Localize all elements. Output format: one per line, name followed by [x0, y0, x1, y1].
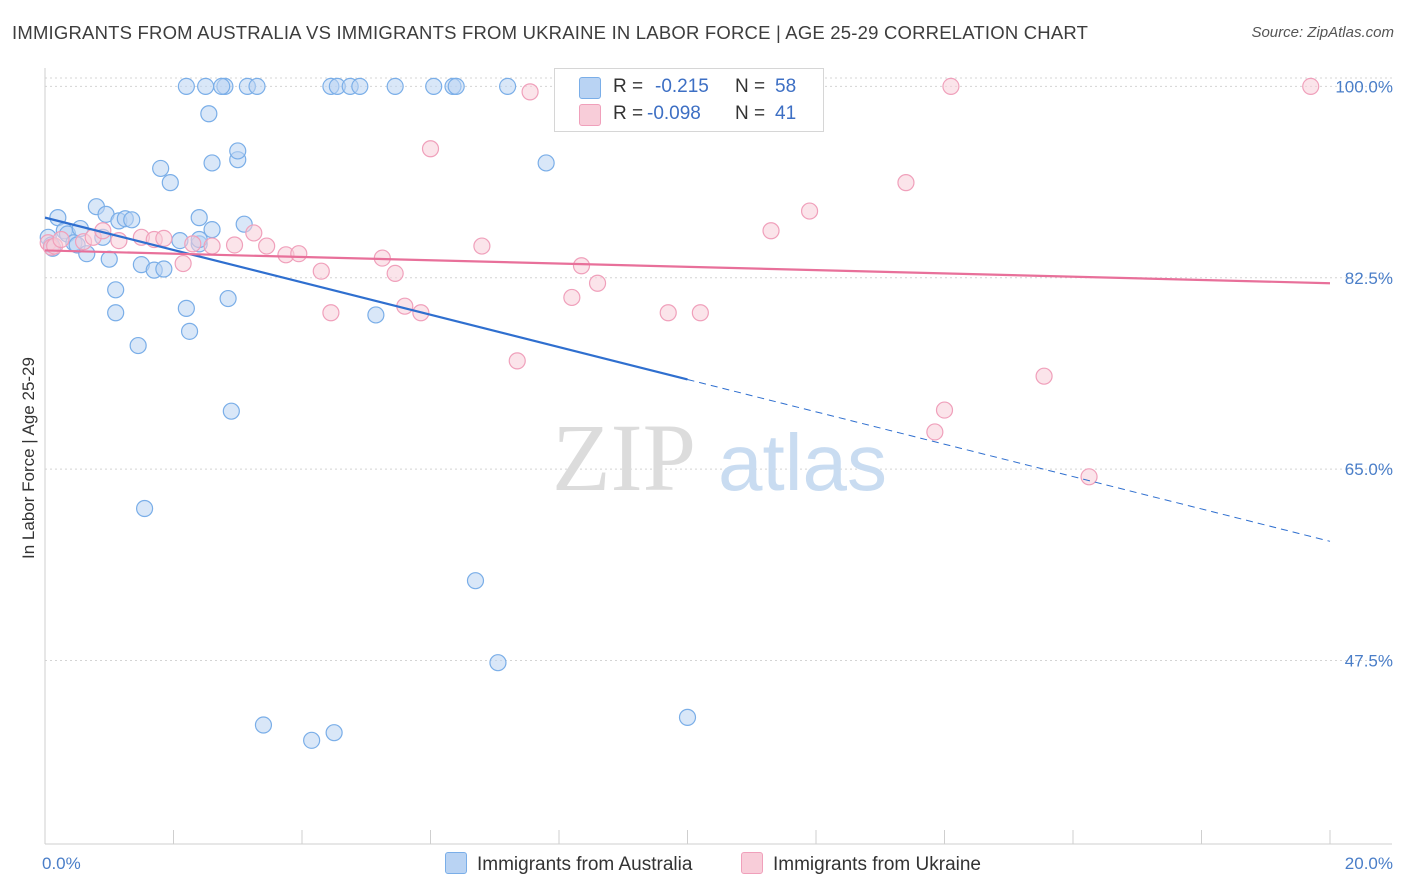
data-point-australia: [386, 77, 404, 96]
trend-line-australia-projection: [687, 378, 1331, 542]
data-point-australia: [229, 142, 247, 160]
data-point-australia: [254, 716, 273, 734]
data-point-ukraine: [258, 237, 276, 255]
data-point-ukraine: [926, 423, 944, 441]
data-point-ukraine: [800, 202, 819, 220]
chart-source: Source: ZipAtlas.com: [1251, 24, 1394, 41]
legend-n-value: 58: [775, 76, 797, 97]
y-tick-label: 82.5%: [1345, 269, 1393, 288]
y-tick-label: 47.5%: [1345, 652, 1393, 671]
data-point-ukraine: [1302, 77, 1320, 96]
watermark-zip: ZIP: [552, 404, 696, 511]
legend-r-label: R =: [613, 103, 644, 124]
data-point-australia: [425, 77, 443, 96]
data-point-ukraine: [184, 235, 202, 253]
series-label-australia: Immigrants from Australia: [477, 854, 693, 875]
watermark-atlas: atlas: [718, 418, 887, 507]
data-point-ukraine: [421, 140, 440, 158]
data-point-ukraine: [897, 174, 915, 192]
data-point-ukraine: [1035, 367, 1053, 385]
data-point-australia: [107, 281, 125, 299]
data-point-ukraine: [572, 257, 591, 275]
series-label-ukraine: Immigrants from Ukraine: [773, 854, 981, 875]
data-point-ukraine: [588, 274, 607, 292]
data-point-ukraine: [659, 304, 677, 322]
data-point-australia: [489, 654, 507, 672]
correlation-legend: R = -0.215 N = 58 R = -0.098 N = 41: [554, 68, 824, 132]
data-point-australia: [152, 159, 170, 178]
data-point-australia: [129, 336, 147, 355]
data-point-australia: [123, 211, 141, 229]
data-point-australia: [499, 77, 517, 96]
data-point-australia: [203, 221, 221, 239]
data-point-australia: [177, 77, 195, 96]
data-point-australia: [107, 304, 125, 322]
y-axis-label: In Labor Force | Age 25-29: [19, 357, 38, 559]
legend-r-value: -0.215: [655, 76, 709, 97]
data-point-australia: [303, 731, 321, 749]
series-legend-australia[interactable]: Immigrants from Australia: [445, 852, 692, 876]
series-swatch-australia: [445, 852, 467, 874]
data-point-australia: [447, 77, 465, 96]
legend-swatch-ukraine: [579, 104, 601, 126]
trend-line-ukraine: [44, 249, 1331, 285]
data-point-ukraine: [174, 254, 192, 273]
data-point-australia: [219, 289, 237, 308]
data-point-ukraine: [691, 304, 709, 322]
data-point-australia: [203, 154, 221, 172]
legend-r-label: R =: [613, 76, 644, 97]
data-point-australia: [222, 402, 240, 420]
data-point-australia: [367, 306, 385, 324]
legend-n-value: 41: [775, 103, 797, 124]
data-point-australia: [248, 77, 266, 96]
data-point-australia: [135, 499, 154, 518]
data-point-australia: [678, 708, 697, 726]
data-point-ukraine: [386, 264, 404, 282]
data-point-ukraine: [290, 245, 308, 263]
data-point-ukraine: [1080, 468, 1098, 486]
legend-n-label: N =: [735, 76, 766, 97]
data-point-australia: [155, 260, 173, 278]
data-point-ukraine: [942, 77, 960, 96]
legend-r-value: -0.098: [647, 103, 701, 124]
data-point-ukraine: [203, 237, 221, 255]
data-point-australia: [177, 299, 195, 317]
x-tick-label: 0.0%: [42, 854, 81, 873]
data-point-australia: [351, 77, 369, 96]
data-point-ukraine: [225, 236, 244, 254]
data-point-australia: [190, 209, 208, 227]
data-point-ukraine: [473, 237, 491, 255]
y-tick-label: 65.0%: [1345, 460, 1393, 479]
data-point-ukraine: [245, 224, 263, 242]
data-point-australia: [100, 250, 118, 268]
data-point-ukraine: [508, 352, 526, 370]
data-point-australia: [466, 572, 485, 590]
x-tick-label: 20.0%: [1345, 854, 1393, 873]
series-swatch-ukraine: [741, 852, 763, 874]
trend-line-australia: [44, 216, 688, 381]
series-legend-ukraine[interactable]: Immigrants from Ukraine: [741, 852, 981, 876]
chart-title: IMMIGRANTS FROM AUSTRALIA VS IMMIGRANTS …: [12, 22, 1089, 43]
data-point-ukraine: [155, 229, 173, 248]
data-point-australia: [537, 154, 555, 172]
data-point-ukraine: [521, 83, 539, 101]
data-point-ukraine: [762, 222, 780, 240]
legend-swatch-australia: [579, 77, 601, 99]
data-point-australia: [180, 322, 199, 340]
data-point-ukraine: [322, 304, 340, 322]
data-point-ukraine: [312, 262, 330, 280]
y-tick-label: 100.0%: [1335, 77, 1393, 96]
data-point-australia: [213, 77, 231, 96]
data-point-australia: [197, 77, 215, 96]
data-point-ukraine: [52, 230, 70, 249]
data-point-ukraine: [563, 288, 581, 307]
data-point-australia: [161, 174, 179, 192]
data-point-ukraine: [935, 401, 954, 419]
legend-n-label: N =: [735, 103, 766, 124]
data-point-australia: [325, 724, 343, 742]
data-point-australia: [200, 105, 218, 123]
